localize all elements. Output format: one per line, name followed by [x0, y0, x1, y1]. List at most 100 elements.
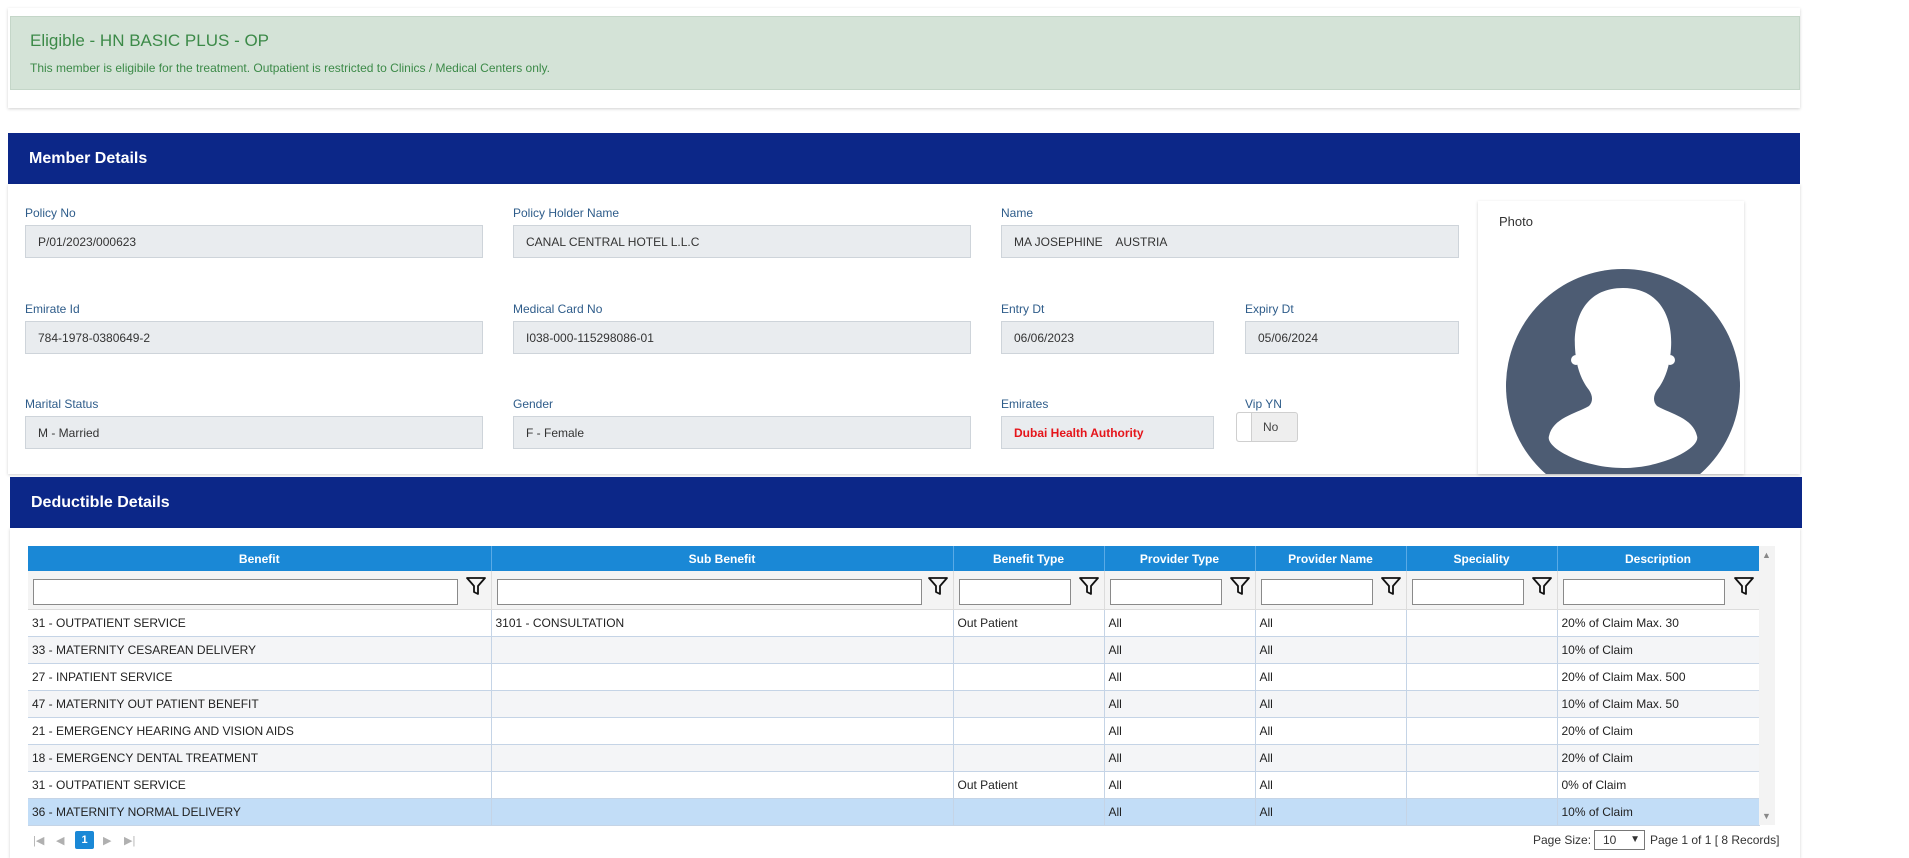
- vertical-scrollbar[interactable]: ▲ ▼: [1759, 546, 1775, 825]
- cell-description: 20% of Claim: [1557, 744, 1760, 772]
- first-page-icon[interactable]: |◀: [33, 835, 45, 847]
- filter-input-provider-type[interactable]: [1109, 579, 1222, 605]
- policy-no-field[interactable]: P/01/2023/000623: [25, 225, 483, 258]
- column-header-benefit[interactable]: Benefit: [28, 546, 492, 571]
- cell-benefit: 36 - MATERNITY NORMAL DELIVERY: [28, 798, 492, 826]
- cell-speciality: [1406, 771, 1558, 799]
- gender-field[interactable]: F - Female: [513, 416, 971, 449]
- filter-icon[interactable]: [1531, 575, 1553, 597]
- cell-description: 0% of Claim: [1557, 771, 1760, 799]
- avatar-icon: [1506, 269, 1740, 474]
- page-size-select[interactable]: 10 ▼: [1594, 830, 1645, 850]
- table-row[interactable]: 18 - EMERGENCY DENTAL TREATMENT All All …: [28, 744, 1760, 772]
- vip-toggle[interactable]: No: [1236, 412, 1298, 442]
- expiry-dt-field[interactable]: 05/06/2024: [1245, 321, 1459, 354]
- cell-provider-type: All: [1104, 798, 1256, 826]
- filter-input-description[interactable]: [1562, 579, 1725, 605]
- cell-benefit: 47 - MATERNITY OUT PATIENT BENEFIT: [28, 690, 492, 718]
- expiry-dt-label: Expiry Dt: [1245, 302, 1294, 316]
- cell-benefit-type: [953, 798, 1105, 826]
- cell-description: 20% of Claim Max. 30: [1557, 609, 1760, 637]
- table-row-selected[interactable]: 36 - MATERNITY NORMAL DELIVERY All All 1…: [28, 798, 1760, 826]
- filter-input-speciality[interactable]: [1411, 579, 1524, 605]
- cell-provider-name: All: [1255, 663, 1407, 691]
- cell-benefit-type: [953, 744, 1105, 772]
- photo-label: Photo: [1499, 214, 1533, 229]
- name-label: Name: [1001, 206, 1034, 220]
- cell-benefit-type: [953, 690, 1105, 718]
- cell-benefit-type: [953, 636, 1105, 664]
- table-row[interactable]: 27 - INPATIENT SERVICE All All 20% of Cl…: [28, 663, 1760, 691]
- last-page-icon[interactable]: ▶|: [124, 835, 136, 847]
- table-row[interactable]: 47 - MATERNITY OUT PATIENT BENEFIT All A…: [28, 690, 1760, 718]
- column-header-sub-benefit[interactable]: Sub Benefit: [491, 546, 954, 571]
- cell-provider-name: All: [1255, 609, 1407, 637]
- cell-benefit: 31 - OUTPATIENT SERVICE: [28, 609, 492, 637]
- scroll-up-icon[interactable]: ▲: [1762, 550, 1771, 560]
- cell-benefit-type: [953, 717, 1105, 745]
- deductible-details-header: Deductible Details: [10, 477, 1802, 528]
- cell-speciality: [1406, 717, 1558, 745]
- filter-input-benefit[interactable]: [33, 579, 458, 605]
- cell-benefit-type: Out Patient: [953, 609, 1105, 637]
- medical-card-field[interactable]: I038-000-115298086-01: [513, 321, 971, 354]
- member-details-title: Member Details: [29, 149, 148, 167]
- cell-description: 10% of Claim: [1557, 798, 1760, 826]
- column-header-provider-name[interactable]: Provider Name: [1255, 546, 1407, 571]
- filter-icon[interactable]: [465, 575, 487, 597]
- cell-benefit: 33 - MATERNITY CESAREAN DELIVERY: [28, 636, 492, 664]
- filter-icon[interactable]: [1380, 575, 1402, 597]
- cell-description: 10% of Claim: [1557, 636, 1760, 664]
- cell-speciality: [1406, 798, 1558, 826]
- filter-icon[interactable]: [1733, 575, 1755, 597]
- column-header-speciality[interactable]: Speciality: [1406, 546, 1558, 571]
- cell-sub-benefit: [491, 663, 954, 691]
- column-header-provider-type[interactable]: Provider Type: [1104, 546, 1256, 571]
- policy-holder-label: Policy Holder Name: [513, 206, 620, 220]
- prev-page-icon[interactable]: ◀: [56, 835, 65, 847]
- cell-provider-type: All: [1104, 771, 1256, 799]
- cell-sub-benefit: [491, 717, 954, 745]
- emirate-id-label: Emirate Id: [25, 302, 80, 316]
- cell-sub-benefit: 3101 - CONSULTATION: [491, 609, 954, 637]
- cell-provider-name: All: [1255, 636, 1407, 664]
- name-field[interactable]: MA JOSEPHINE AUSTRIA: [1001, 225, 1459, 258]
- cell-provider-type: All: [1104, 717, 1256, 745]
- cell-provider-name: All: [1255, 690, 1407, 718]
- avatar: [1505, 268, 1741, 474]
- filter-input-provider-name[interactable]: [1260, 579, 1373, 605]
- table-row[interactable]: 31 - OUTPATIENT SERVICE Out Patient All …: [28, 771, 1760, 799]
- next-page-icon[interactable]: ▶: [103, 835, 112, 847]
- cell-sub-benefit: [491, 744, 954, 772]
- cell-provider-name: All: [1255, 744, 1407, 772]
- emirates-field[interactable]: Dubai Health Authority: [1001, 416, 1214, 449]
- page-size-label: Page Size:: [1533, 833, 1592, 847]
- entry-dt-field[interactable]: 06/06/2023: [1001, 321, 1214, 354]
- cell-speciality: [1406, 663, 1558, 691]
- emirate-id-field[interactable]: 784-1978-0380649-2: [25, 321, 483, 354]
- cell-provider-type: All: [1104, 609, 1256, 637]
- cell-provider-type: All: [1104, 690, 1256, 718]
- cell-description: 20% of Claim Max. 500: [1557, 663, 1760, 691]
- vip-toggle-knob: [1237, 413, 1252, 441]
- scroll-down-icon[interactable]: ▼: [1762, 811, 1771, 821]
- column-header-benefit-type[interactable]: Benefit Type: [953, 546, 1105, 571]
- page-size-value: 10: [1603, 833, 1617, 847]
- current-page-button[interactable]: 1: [75, 831, 94, 849]
- filter-input-benefit-type[interactable]: [958, 579, 1071, 605]
- table-row[interactable]: 31 - OUTPATIENT SERVICE 3101 - CONSULTAT…: [28, 609, 1760, 637]
- vip-label: Vip YN: [1245, 397, 1282, 411]
- filter-icon[interactable]: [1229, 575, 1251, 597]
- filter-input-sub-benefit[interactable]: [496, 579, 922, 605]
- policy-holder-field[interactable]: CANAL CENTRAL HOTEL L.L.C: [513, 225, 971, 258]
- filter-icon[interactable]: [927, 575, 949, 597]
- column-header-description[interactable]: Description: [1557, 546, 1760, 571]
- cell-provider-name: All: [1255, 798, 1407, 826]
- cell-benefit: 31 - OUTPATIENT SERVICE: [28, 771, 492, 799]
- table-row[interactable]: 21 - EMERGENCY HEARING AND VISION AIDS A…: [28, 717, 1760, 745]
- vip-toggle-label: No: [1263, 420, 1279, 434]
- gender-label: Gender: [513, 397, 554, 411]
- filter-icon[interactable]: [1078, 575, 1100, 597]
- table-row[interactable]: 33 - MATERNITY CESAREAN DELIVERY All All…: [28, 636, 1760, 664]
- marital-status-field[interactable]: M - Married: [25, 416, 483, 449]
